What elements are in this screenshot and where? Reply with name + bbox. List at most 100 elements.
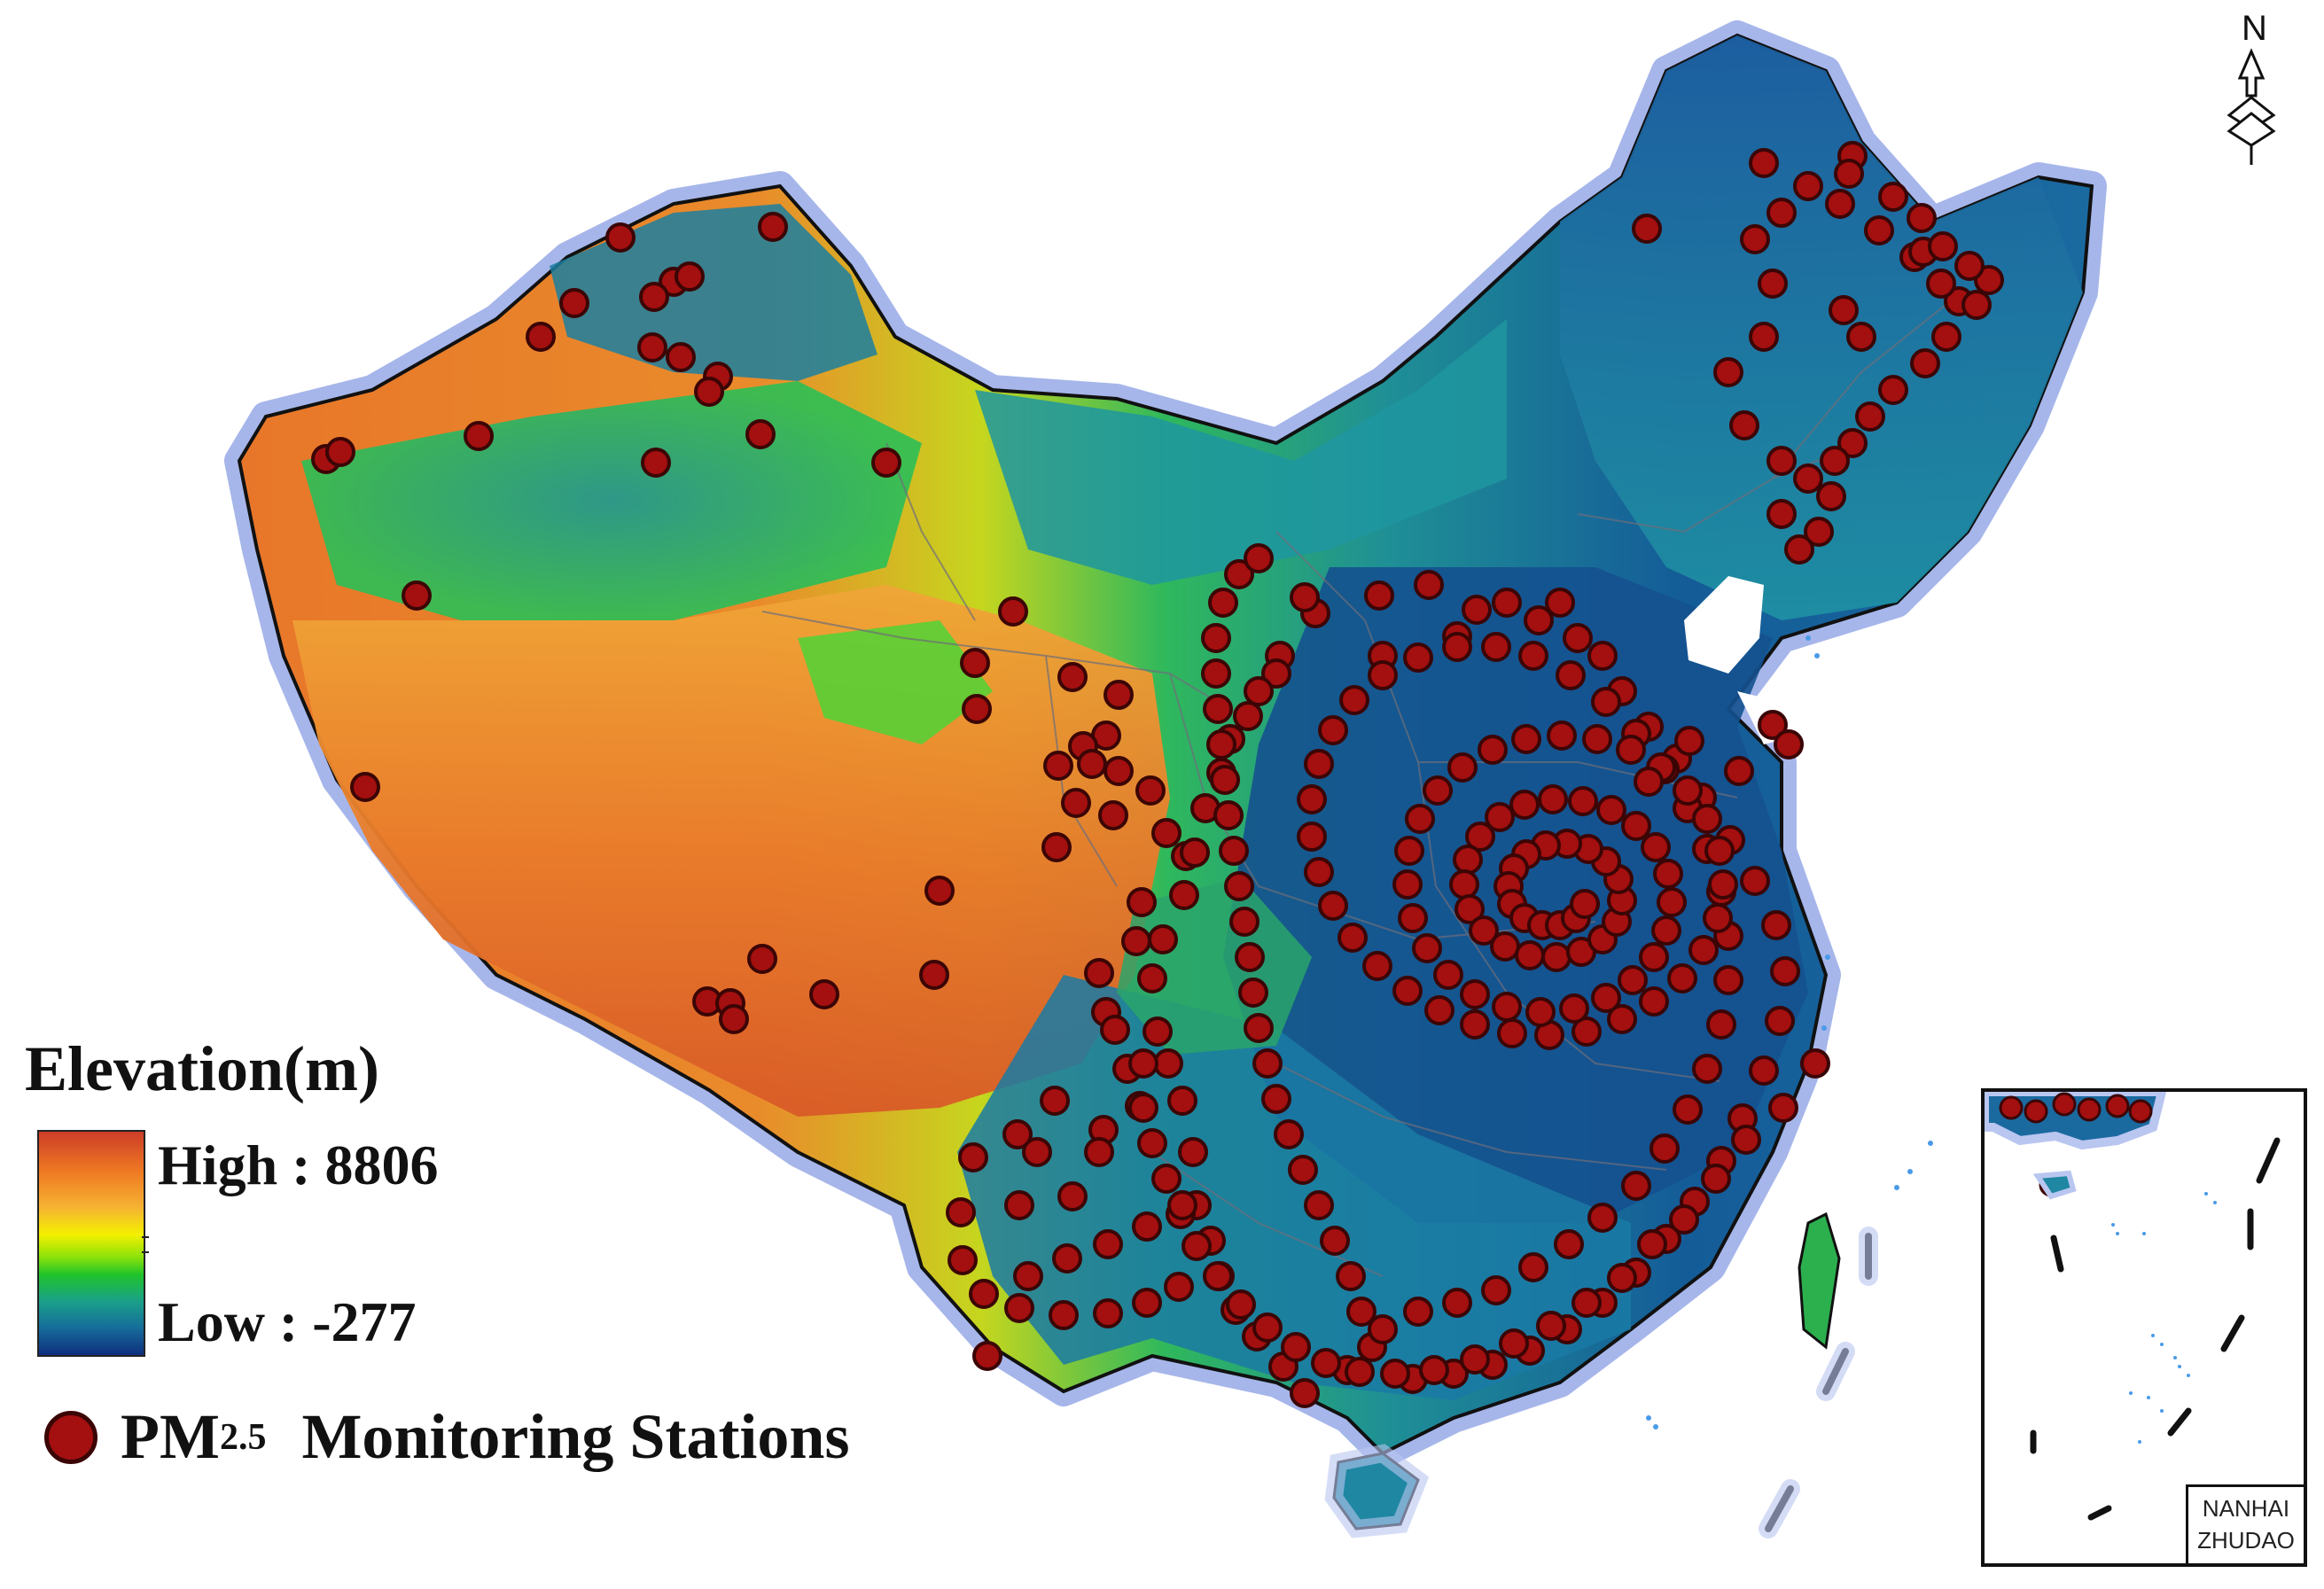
nine-dash-halo [1759, 1227, 1878, 1538]
pm25-station-marker [1380, 1359, 1410, 1389]
pm25-station-marker [1954, 251, 1985, 281]
pm25-station-marker [1825, 189, 1855, 219]
pm25-station-marker [1596, 795, 1626, 825]
pm25-station-marker [1219, 836, 1249, 866]
pm25-station-marker [1793, 463, 1823, 494]
pm25-station-marker [1339, 685, 1369, 715]
pm25-station-marker [559, 288, 589, 318]
pm25-station-marker [1002, 1119, 1033, 1149]
pm25-station-marker [1632, 214, 1662, 244]
pm25-station-marker [1143, 1016, 1173, 1047]
pm25-station-marker [1556, 660, 1586, 690]
pm25-station-marker [1394, 836, 1424, 866]
pm25-station-marker [1907, 203, 1937, 233]
pm25-station-marker [1433, 960, 1463, 990]
pm25-station-marker [1419, 1355, 1449, 1385]
pm25-station-marker [1618, 965, 1648, 995]
pm25-station-marker [1057, 1181, 1088, 1211]
pm25-station-marker [1774, 729, 1804, 759]
pm25-station-marker [1688, 935, 1719, 965]
pm25-station-marker [1928, 231, 1958, 261]
pm25-station-marker [1229, 907, 1259, 937]
pm25-station-marker [666, 342, 696, 372]
pm25-station-marker [1653, 859, 1683, 889]
pm25-station-marker [1713, 965, 1743, 995]
pm25-station-marker [919, 960, 949, 990]
pm25-station-marker [948, 1245, 978, 1275]
pm25-station-marker [1449, 869, 1479, 900]
pm25-station-marker [1639, 986, 1669, 1016]
pm25-station-marker [1563, 623, 1593, 653]
pm25-station-marker [1518, 1252, 1548, 1282]
pm25-station-marker [1201, 623, 1231, 653]
pm25-station-marker [1281, 1332, 1311, 1362]
pm25-station-marker [1151, 1164, 1181, 1194]
north-arrow-icon [2227, 48, 2276, 165]
pm25-station-marker [1345, 1357, 1375, 1387]
elevation-low-label: Low : -277 [158, 1290, 417, 1353]
station-marker-icon [44, 1410, 97, 1464]
pm25-station-marker [1004, 1190, 1034, 1220]
pm25-station-marker [1674, 726, 1704, 756]
pm25-station-marker [1692, 1054, 1722, 1084]
pm25-station-marker [1641, 832, 1671, 862]
pm25-station-marker [1758, 269, 1788, 299]
pm25-station-marker [1770, 956, 1800, 986]
pm25-station-marker [1423, 775, 1453, 806]
pm25-station-marker [1043, 751, 1073, 781]
pm25-station-marker [1478, 735, 1508, 765]
pm25-station-layer [311, 141, 2004, 1408]
pm25-station-marker [1784, 534, 1814, 565]
legend-title: Elevation(m) [25, 1033, 379, 1104]
pm25-station-marker [1153, 1048, 1183, 1079]
pm25-station-marker [946, 1197, 976, 1227]
inset-map [1985, 1092, 2281, 1521]
pm25-station-marker [1210, 765, 1240, 795]
pm25-station-marker [1213, 800, 1244, 830]
coastal-islets [1646, 635, 1933, 1429]
pm25-station-marker [1637, 1229, 1667, 1259]
pm25-station-marker [1224, 559, 1254, 589]
pm25-station-marker [1559, 993, 1589, 1024]
pm25-station-marker [1724, 756, 1754, 786]
pm25-station-marker [1274, 1119, 1304, 1149]
pm25-station-marker [1137, 963, 1167, 993]
pm25-station-marker [1926, 269, 1956, 299]
pm25-station-marker [1469, 915, 1499, 946]
pm25-station-marker [969, 1279, 999, 1309]
pm25-station-marker [1203, 694, 1233, 724]
pm25-station-marker [1673, 1094, 1703, 1125]
pm25-station-marker [1304, 1190, 1334, 1220]
pm25-station-marker [1485, 802, 1515, 832]
pm25-station-marker [402, 580, 432, 611]
pm25-station-marker [1148, 924, 1178, 954]
pm25-station-marker [998, 596, 1028, 627]
pm25-station-marker [1164, 1272, 1194, 1302]
pm25-station-marker [1233, 701, 1263, 731]
pm25-station-marker [1304, 749, 1334, 779]
pm25-station-marker [1536, 1311, 1566, 1341]
pm25-station-marker [1616, 735, 1646, 765]
pm25-station-marker [325, 437, 355, 467]
pm25-station-marker [1238, 978, 1268, 1008]
pm25-station-marker [1621, 811, 1651, 841]
pm25-station-marker [1829, 295, 1859, 325]
pm25-station-marker [1490, 931, 1520, 962]
pm25-station-marker [641, 448, 671, 478]
pm25-station-marker [1392, 869, 1423, 900]
pm25-station-marker [605, 222, 636, 253]
taiwan-island [1798, 1211, 1841, 1350]
pm25-station-marker [1460, 1009, 1490, 1040]
pm25-station-marker [1765, 1006, 1795, 1036]
pm25-station-marker [1525, 997, 1556, 1027]
pm25-station-marker [1412, 933, 1442, 963]
pm25-station-marker [1571, 1016, 1602, 1047]
pm25-station-marker [1524, 605, 1554, 635]
pm25-station-marker [1878, 375, 1908, 405]
pm25-station-marker [1669, 1204, 1699, 1235]
pm25-station-marker [1639, 942, 1669, 972]
pm25-station-marker [1460, 979, 1490, 1009]
pm25-station-marker [1311, 1348, 1341, 1378]
pm25-station-marker [1878, 182, 1908, 212]
pm25-station-marker [1846, 322, 1876, 352]
